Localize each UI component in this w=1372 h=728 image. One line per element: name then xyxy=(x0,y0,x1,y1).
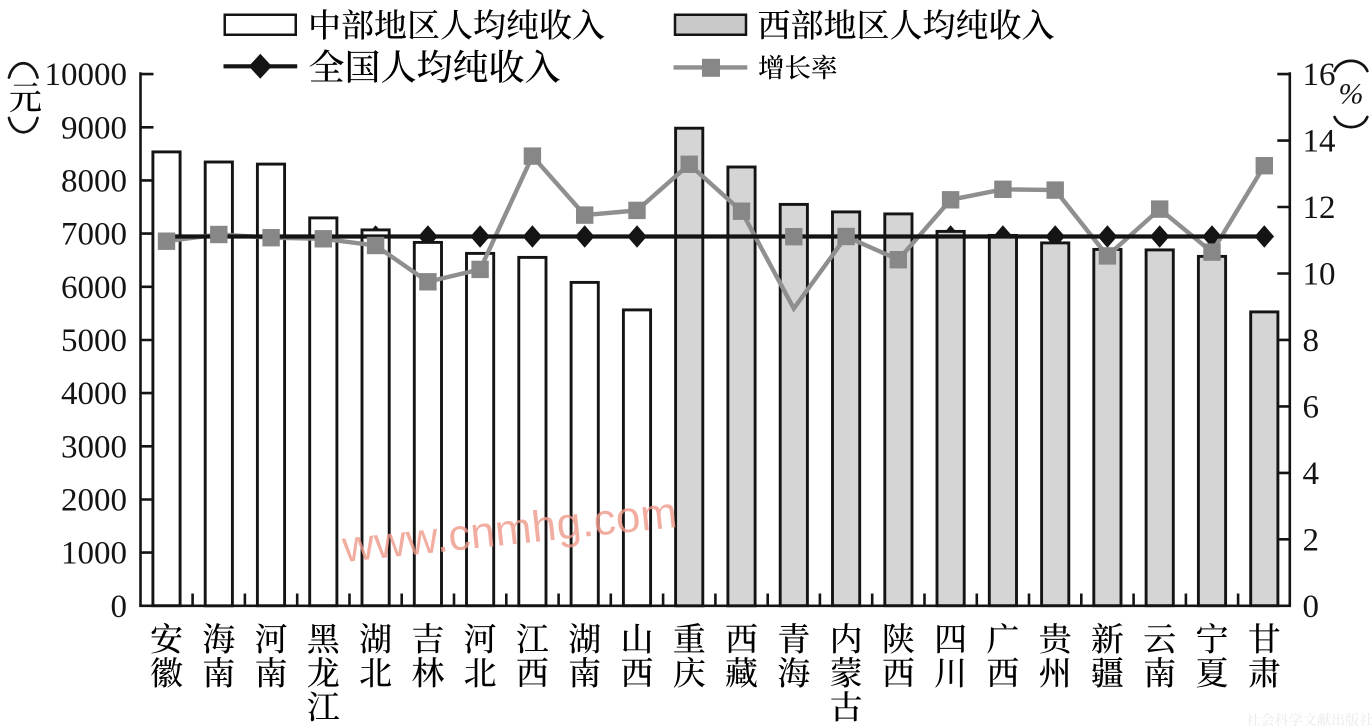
svg-text:16: 16 xyxy=(1303,57,1336,93)
svg-text:7000: 7000 xyxy=(61,217,127,253)
svg-text:12: 12 xyxy=(1303,190,1336,226)
svg-text:10: 10 xyxy=(1303,257,1336,293)
svg-text:0: 0 xyxy=(111,589,128,625)
svg-text:10000: 10000 xyxy=(45,57,128,93)
svg-text:8000: 8000 xyxy=(61,163,127,199)
svg-text:4: 4 xyxy=(1303,456,1320,492)
svg-text:14: 14 xyxy=(1303,124,1336,160)
svg-text:%: % xyxy=(1339,78,1364,111)
svg-text:1000: 1000 xyxy=(61,536,127,572)
svg-text:5000: 5000 xyxy=(61,323,127,359)
svg-text:8: 8 xyxy=(1303,323,1320,359)
svg-text:3000: 3000 xyxy=(61,429,127,465)
svg-text:2000: 2000 xyxy=(61,483,127,519)
svg-text:6: 6 xyxy=(1303,389,1320,425)
svg-text:6000: 6000 xyxy=(61,270,127,306)
svg-text:4000: 4000 xyxy=(61,376,127,412)
svg-text:2: 2 xyxy=(1303,522,1320,558)
svg-text:9000: 9000 xyxy=(61,110,127,146)
svg-text:0: 0 xyxy=(1303,589,1320,625)
